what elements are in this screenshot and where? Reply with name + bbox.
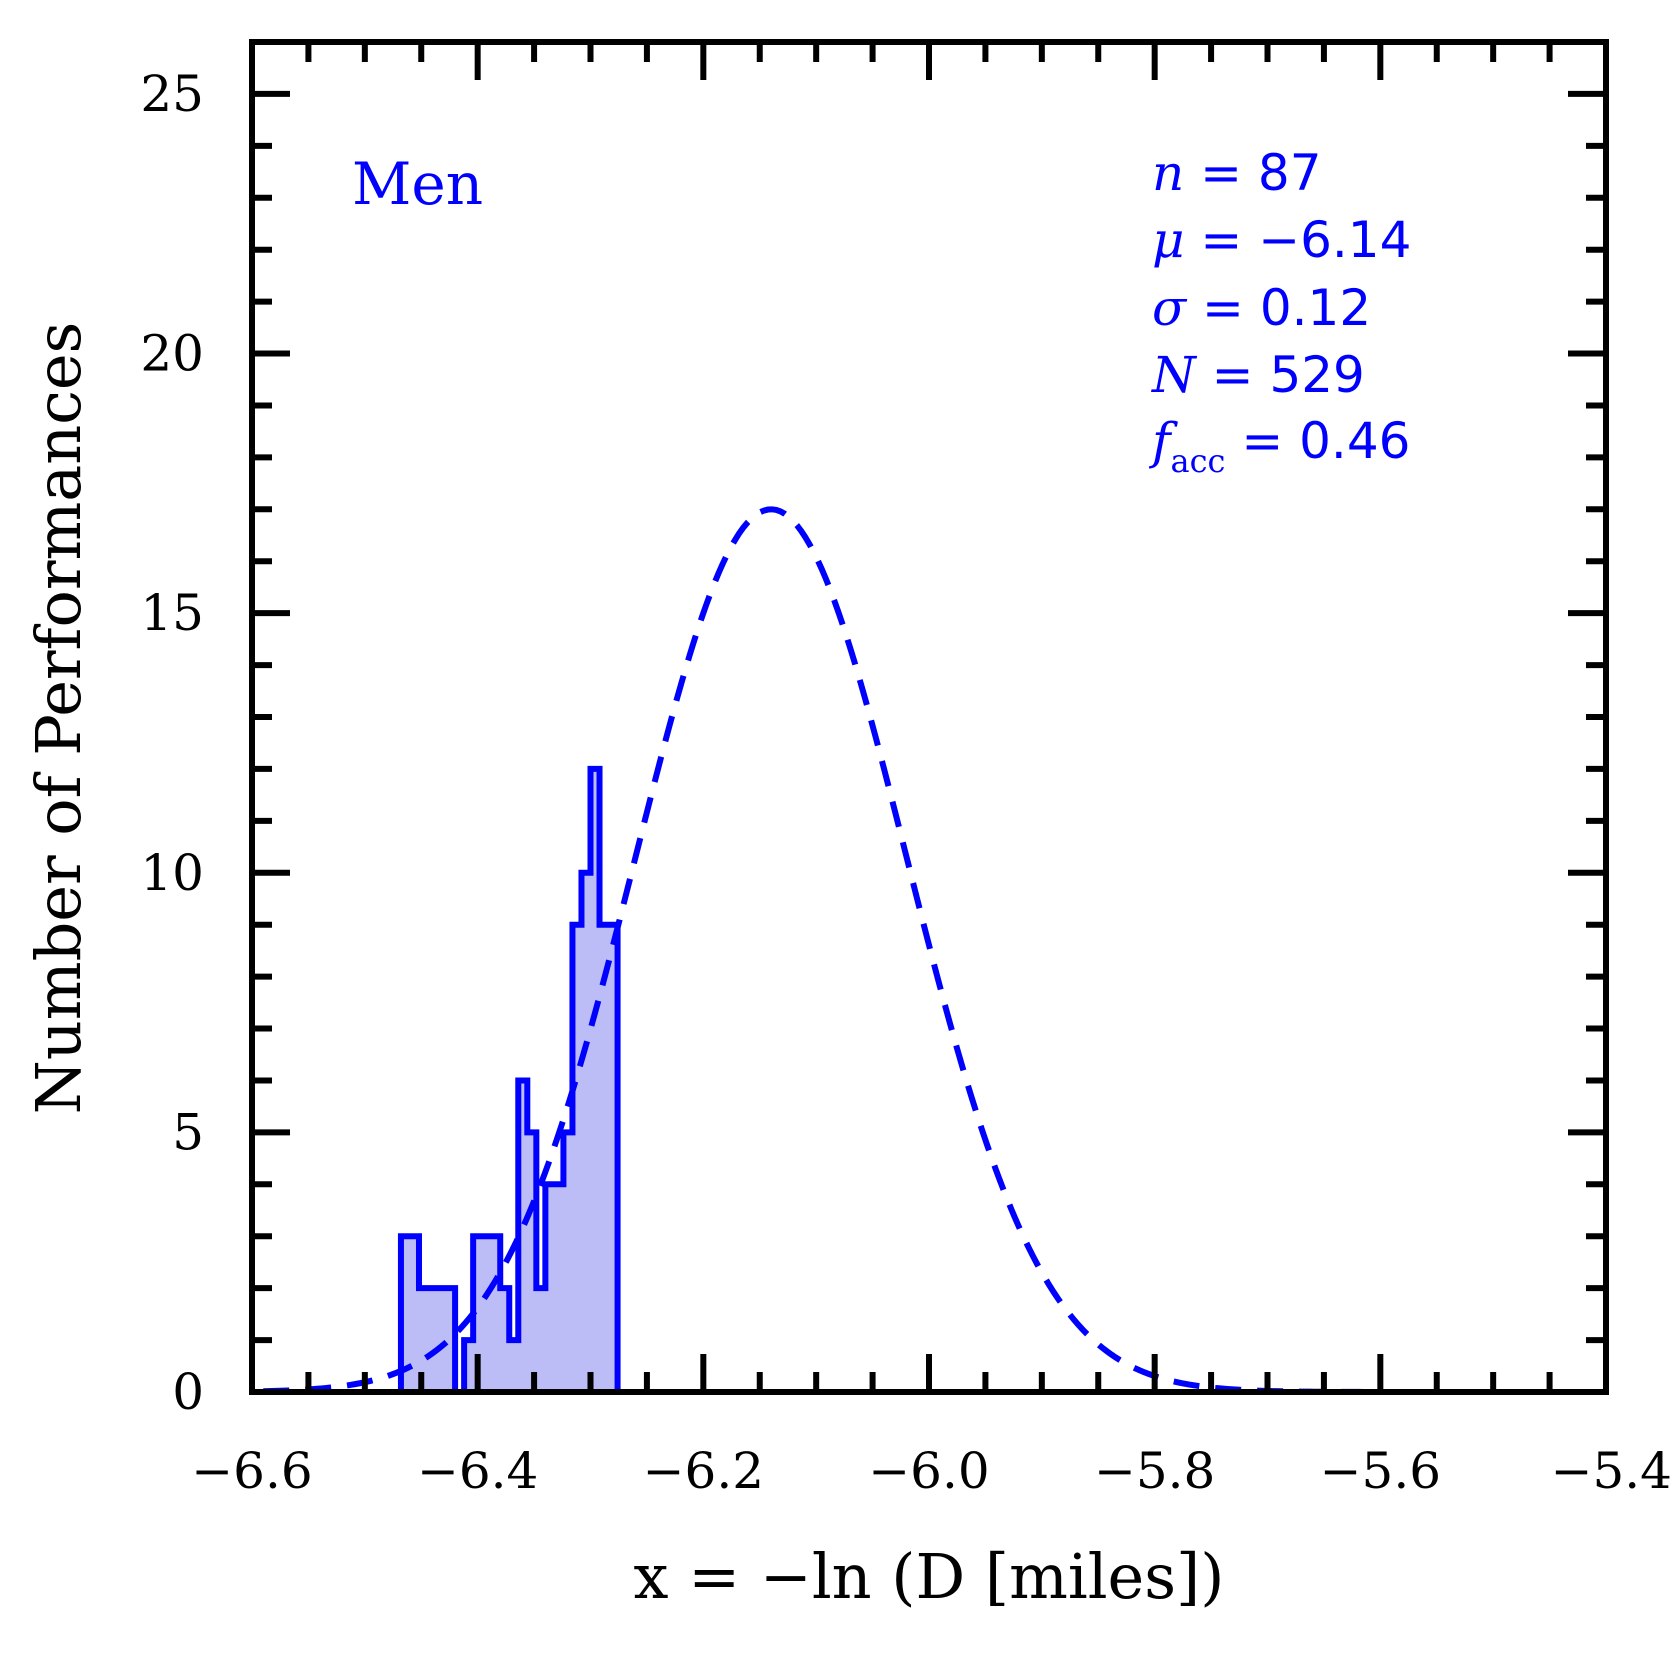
tick-marks [249,39,1609,1395]
x-tick-label: −6.0 [868,1442,989,1500]
y-tick-label: 10 [140,844,204,902]
x-tick-label: −6.4 [417,1442,538,1500]
plot-area [263,506,1505,1395]
tick-labels: −6.6 −6.4 −6.2 −6.0 −5.8 −5.6 −5.4 0 5 10 15 20 25 [140,65,1672,1500]
stat-n: n = 87 [1152,144,1322,202]
stat-sigma: σ = 0.12 [1152,279,1371,337]
stat-facc: facc = 0.46 [1148,412,1410,480]
stat-N-symbol: N [1151,346,1198,404]
x-tick-label: −5.8 [1094,1442,1215,1500]
stat-sigma-symbol: σ [1152,279,1188,337]
y-tick-label: 0 [172,1363,204,1421]
stat-N-value: 529 [1269,346,1364,404]
x-tick-label: −6.6 [191,1442,312,1500]
stat-N: N = 529 [1151,346,1365,404]
x-tick-label: −6.2 [643,1442,764,1500]
stat-mu-symbol: μ [1152,211,1185,269]
histogram-fill [400,768,618,1392]
y-tick-label: 25 [140,65,204,123]
stat-facc-value: 0.46 [1299,412,1410,470]
x-tick-label: −5.4 [1551,1442,1672,1500]
panel-label: Men [352,150,483,218]
y-axis-title: Number of Performances [22,322,95,1115]
y-tick-label: 20 [140,325,204,383]
stat-mu-value: −6.14 [1258,211,1411,269]
y-tick-label: 5 [172,1103,204,1161]
stat-n-value: 87 [1258,144,1322,202]
stat-mu: μ = −6.14 [1152,211,1411,269]
x-axis-title: x = −ln (D [miles]) [634,1540,1225,1613]
stat-sigma-value: 0.12 [1260,279,1371,337]
gaussian-fit-line [263,506,1505,1395]
stat-n-symbol: n [1152,144,1184,202]
x-tick-label: −5.6 [1320,1442,1441,1500]
y-tick-label: 15 [140,584,204,642]
stats-box: n = 87 μ = −6.14 σ = 0.12 N = 529 facc =… [1148,144,1411,480]
stat-facc-subscript: acc [1171,442,1226,480]
